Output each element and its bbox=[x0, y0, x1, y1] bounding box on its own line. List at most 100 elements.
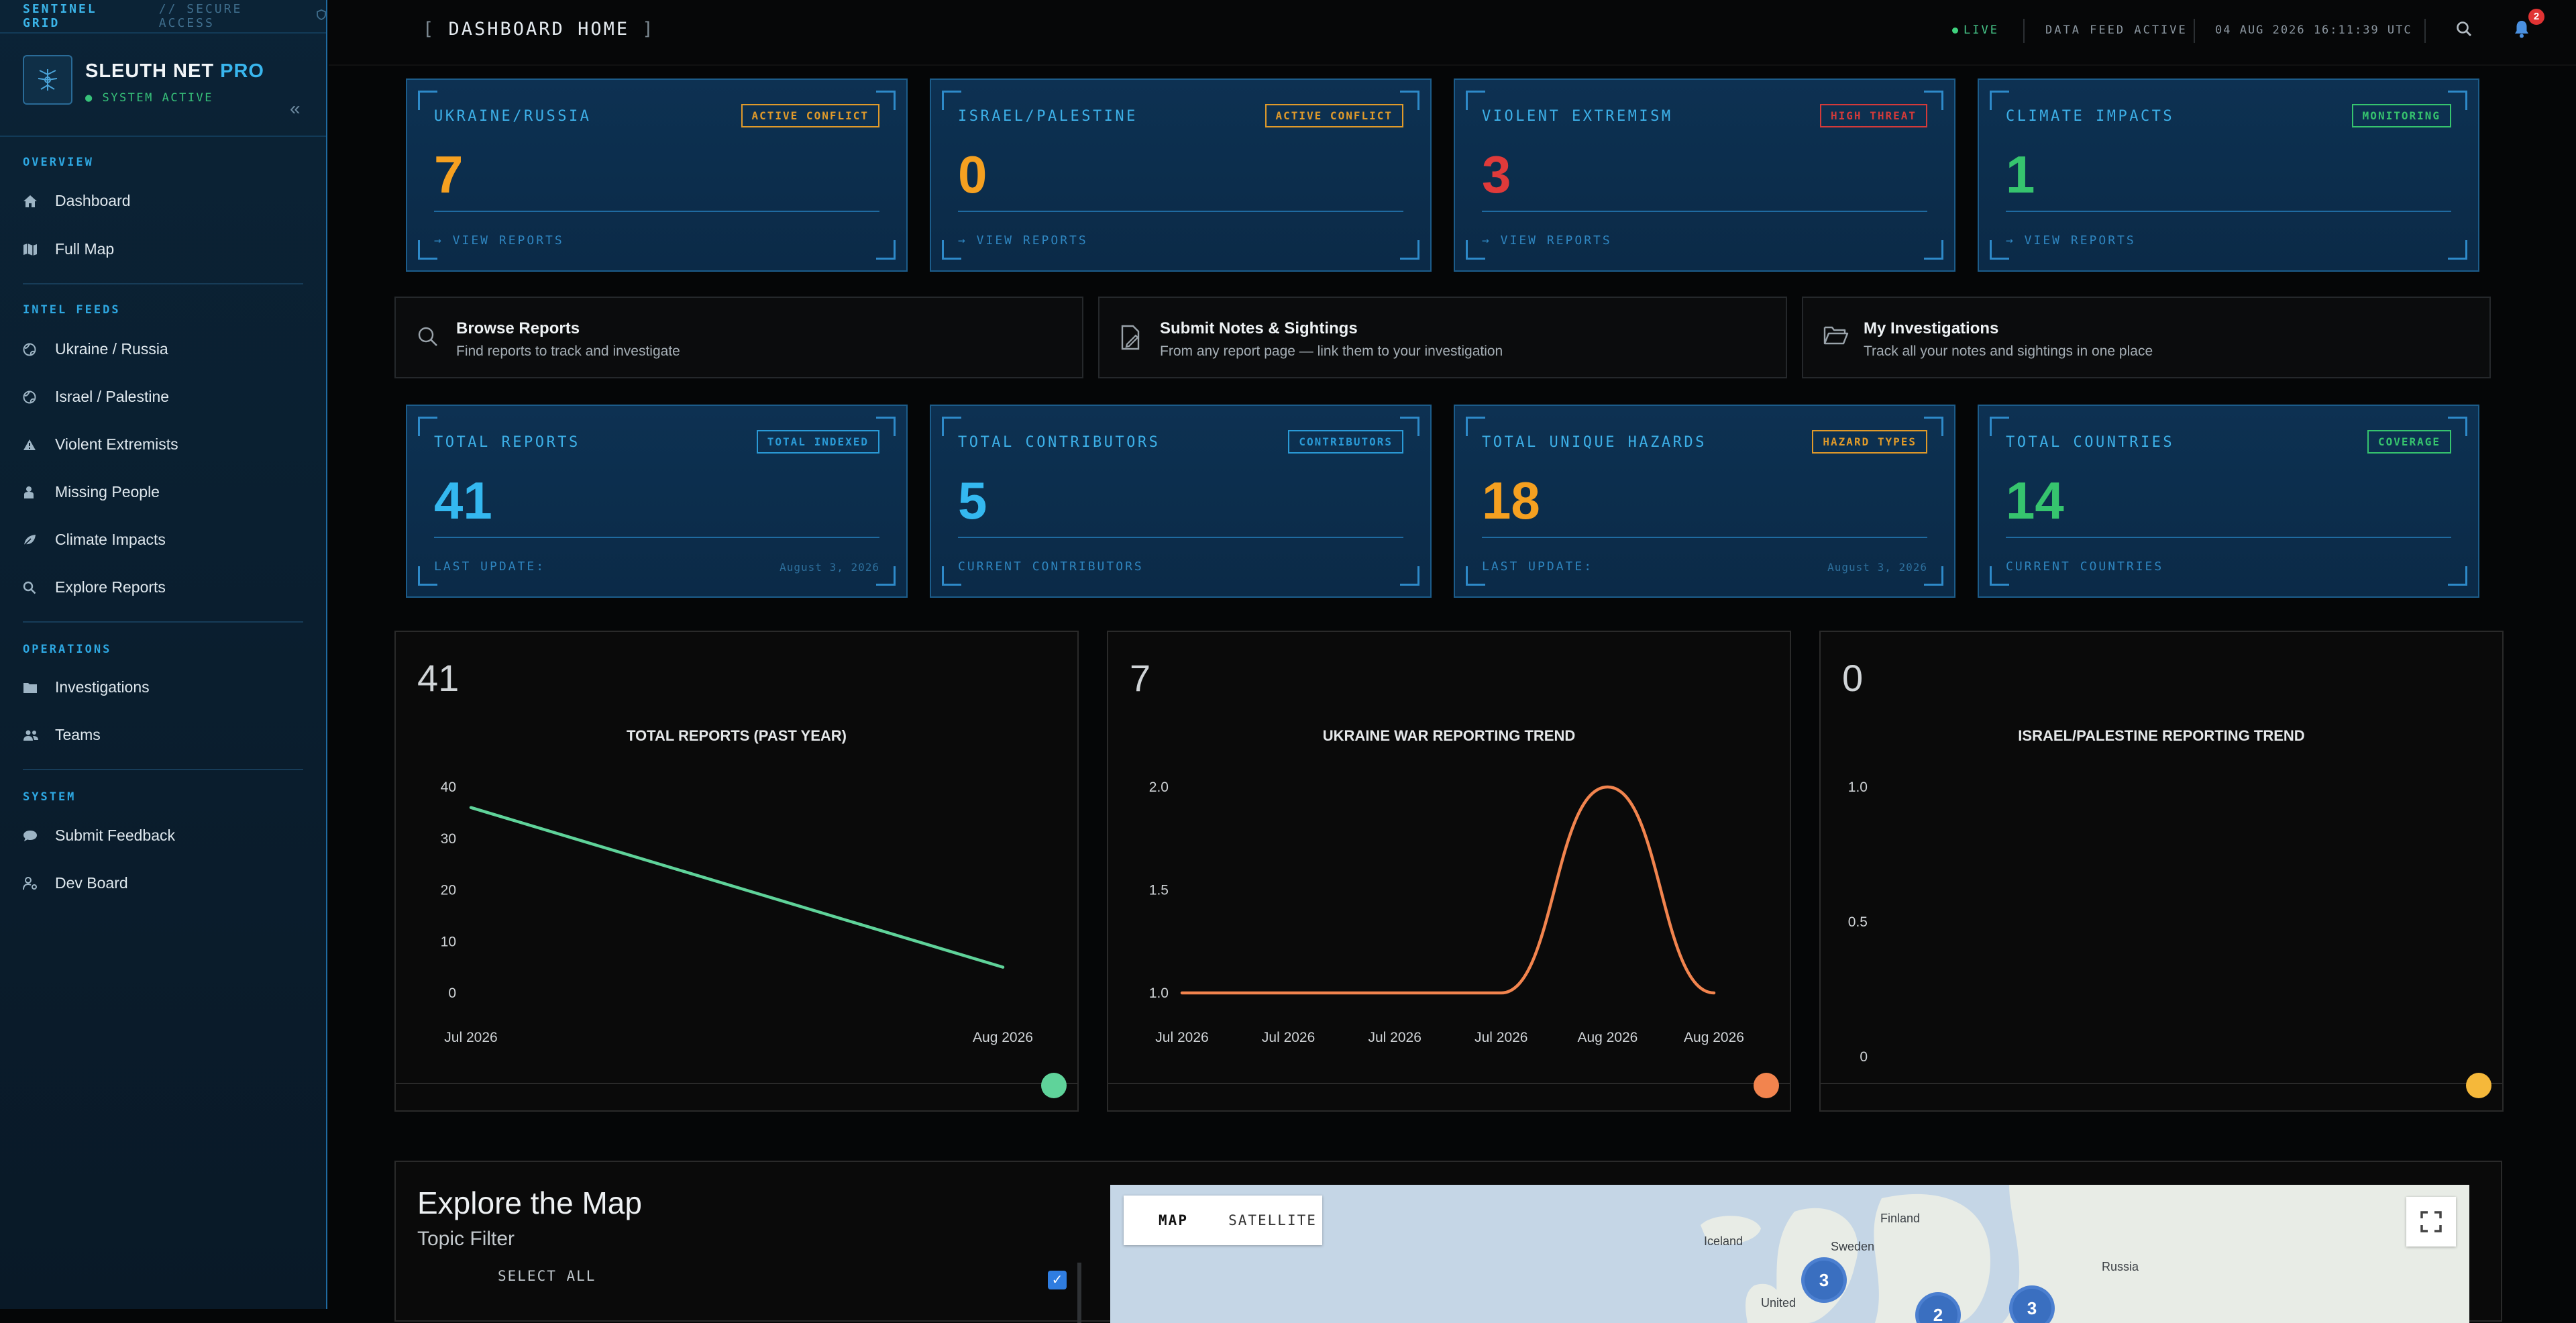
status-badge: ACTIVE CONFLICT bbox=[741, 104, 879, 127]
card-divider bbox=[434, 537, 879, 538]
section-intel-feeds: INTEL FEEDS bbox=[23, 303, 121, 317]
action-title: Browse Reports bbox=[456, 319, 580, 337]
series-legend-dot[interactable] bbox=[2466, 1073, 2491, 1098]
conflict-card[interactable]: CLIMATE IMPACTS MONITORING 1 → VIEW REPORTS bbox=[1978, 78, 2479, 272]
series-legend-dot[interactable] bbox=[1754, 1073, 1779, 1098]
card-corner bbox=[942, 240, 961, 260]
sidebar-divider bbox=[23, 621, 303, 623]
tab-map[interactable]: MAP bbox=[1159, 1212, 1188, 1228]
sidebar-item-climate-impacts[interactable]: Climate Impacts bbox=[23, 531, 166, 549]
conflict-card[interactable]: UKRAINE/RUSSIA ACTIVE CONFLICT 7 → VIEW REP… bbox=[406, 78, 908, 272]
sidebar-item-dashboard[interactable]: Dashboard bbox=[23, 192, 131, 210]
card-value: 0 bbox=[958, 145, 987, 204]
card-corner bbox=[1924, 417, 1943, 436]
y-tick-label: 1.5 bbox=[1149, 883, 1169, 898]
card-corner bbox=[876, 240, 896, 260]
select-all-label: SELECT ALL bbox=[498, 1268, 596, 1284]
sidebar-item-dev-board[interactable]: Dev Board bbox=[23, 874, 128, 892]
select-all-checkbox[interactable]: ✓ bbox=[1048, 1271, 1067, 1289]
card-value: 5 bbox=[958, 471, 987, 530]
notifications-bell-icon[interactable] bbox=[2514, 19, 2530, 42]
card-corner bbox=[1924, 566, 1943, 586]
card-footer[interactable]: → VIEW REPORTS bbox=[958, 233, 1088, 248]
card-footer: LAST UPDATE: bbox=[1482, 560, 1594, 574]
map-marker-cluster[interactable]: 3 bbox=[1801, 1257, 1847, 1303]
card-corner bbox=[1924, 91, 1943, 110]
search-icon[interactable] bbox=[2455, 20, 2473, 41]
chart-title: TOTAL REPORTS (PAST YEAR) bbox=[627, 727, 847, 744]
search-icon bbox=[23, 581, 43, 594]
stat-card[interactable]: TOTAL COUNTRIES COVERAGE 14 CURRENT COUNTRI… bbox=[1978, 405, 2479, 598]
section-operations: OPERATIONS bbox=[23, 643, 112, 656]
sidebar-divider bbox=[23, 769, 303, 770]
map-label-sweden: Sweden bbox=[1831, 1240, 1875, 1253]
map-label-finland: Finland bbox=[1880, 1212, 1921, 1225]
conflict-card[interactable]: VIOLENT EXTREMISM HIGH THREAT 3 → VIEW REPO… bbox=[1454, 78, 1955, 272]
collapse-sidebar-icon[interactable]: « bbox=[290, 98, 301, 119]
last-update-date: August 3, 2026 bbox=[780, 561, 879, 574]
series-line bbox=[469, 806, 1005, 969]
card-value: 3 bbox=[1482, 145, 1511, 204]
filter-scrollbar[interactable] bbox=[1077, 1263, 1081, 1323]
card-footer[interactable]: → VIEW REPORTS bbox=[434, 233, 564, 248]
sidebar-item-submit-feedback[interactable]: Submit Feedback bbox=[23, 827, 175, 845]
chat-bubble-icon bbox=[23, 829, 43, 843]
stat-card[interactable]: TOTAL UNIQUE HAZARDS HAZARD TYPES 18 LAST U… bbox=[1454, 405, 1955, 598]
shield-icon bbox=[317, 9, 326, 23]
card-divider bbox=[958, 211, 1403, 212]
browse-reports-action[interactable]: Browse Reports Find reports to track and… bbox=[394, 297, 1083, 378]
conflict-card[interactable]: ISRAEL/PALESTINE ACTIVE CONFLICT 0 → VIEW R… bbox=[930, 78, 1432, 272]
status-badge: HAZARD TYPES bbox=[1812, 430, 1927, 454]
edit-document-icon bbox=[1120, 325, 1142, 354]
chart-title: ISRAEL/PALESTINE REPORTING TREND bbox=[2018, 727, 2305, 744]
card-footer[interactable]: → VIEW REPORTS bbox=[1482, 233, 1612, 248]
submit-notes-action[interactable]: Submit Notes & Sightings From any report… bbox=[1098, 297, 1787, 378]
map-label-united: United bbox=[1761, 1296, 1796, 1310]
sidebar-item-israel-palestine[interactable]: Israel / Palestine bbox=[23, 388, 169, 406]
status-badge: CONTRIBUTORS bbox=[1288, 430, 1403, 454]
stat-card[interactable]: TOTAL CONTRIBUTORS CONTRIBUTORS 5 CURRENT C… bbox=[930, 405, 1432, 598]
sidebar-item-teams[interactable]: Teams bbox=[23, 726, 101, 744]
chart-title: UKRAINE WAR REPORTING TREND bbox=[1322, 727, 1576, 744]
sidebar-divider bbox=[23, 283, 303, 284]
action-subtitle: From any report page — link them to your… bbox=[1160, 343, 1503, 359]
globe-icon bbox=[23, 390, 43, 404]
sidebar-item-label: Dev Board bbox=[55, 874, 128, 892]
last-update-date: August 3, 2026 bbox=[1827, 561, 1927, 574]
user-gear-icon bbox=[23, 876, 43, 890]
stat-card[interactable]: TOTAL REPORTS TOTAL INDEXED 41 LAST UPDATE:… bbox=[406, 405, 908, 598]
sidebar-item-ukraine-russia[interactable]: Ukraine / Russia bbox=[23, 340, 168, 358]
my-investigations-action[interactable]: My Investigations Track all your notes a… bbox=[1802, 297, 2491, 378]
y-tick-label: 20 bbox=[441, 883, 456, 898]
card-corner bbox=[1990, 240, 2009, 260]
sidebar-item-violent-extremists[interactable]: Violent Extremists bbox=[23, 435, 178, 454]
chart-headline-value: 0 bbox=[1842, 657, 1864, 699]
explore-title: Explore the Map bbox=[417, 1185, 642, 1220]
map-view[interactable]: MAP SATELLITE Finland Iceland Sweden Rus… bbox=[1110, 1185, 2469, 1323]
person-icon bbox=[23, 486, 43, 499]
sidebar-item-label: Teams bbox=[55, 726, 101, 743]
data-feed-status: DATA FEED ACTIVE bbox=[2045, 23, 2188, 37]
series-legend-dot[interactable] bbox=[1041, 1073, 1067, 1098]
section-system: SYSTEM bbox=[23, 790, 76, 804]
card-divider bbox=[1482, 537, 1927, 538]
series-line bbox=[1180, 785, 1716, 995]
card-footer[interactable]: → VIEW REPORTS bbox=[2006, 233, 2136, 248]
sidebar-item-full-map[interactable]: Full Map bbox=[23, 240, 114, 258]
fullscreen-icon[interactable] bbox=[2406, 1197, 2456, 1247]
chart-panel-israel-trend: 0 ISRAEL/PALESTINE REPORTING TREND 0 0.5 1… bbox=[1819, 631, 2504, 1112]
status-badge: TOTAL INDEXED bbox=[756, 430, 879, 454]
card-title: TOTAL CONTRIBUTORS bbox=[958, 434, 1161, 451]
map-label-iceland: Iceland bbox=[1704, 1234, 1743, 1248]
notification-count-badge: 2 bbox=[2528, 9, 2544, 25]
chart-headline-value: 7 bbox=[1130, 657, 1151, 699]
sidebar-item-label: Investigations bbox=[55, 678, 150, 696]
sidebar-item-investigations[interactable]: Investigations bbox=[23, 678, 150, 696]
sidebar-item-missing-people[interactable]: Missing People bbox=[23, 483, 160, 501]
y-tick-label: 0 bbox=[448, 986, 456, 1001]
map-type-toggle: MAP SATELLITE bbox=[1124, 1196, 1322, 1245]
sidebar-item-explore-reports[interactable]: Explore Reports bbox=[23, 578, 166, 596]
israel-trend-line-chart: 0 0.5 1.0 bbox=[1848, 780, 1868, 1065]
tab-satellite[interactable]: SATELLITE bbox=[1228, 1212, 1317, 1228]
brand-label: SENTINEL GRID bbox=[23, 2, 97, 30]
